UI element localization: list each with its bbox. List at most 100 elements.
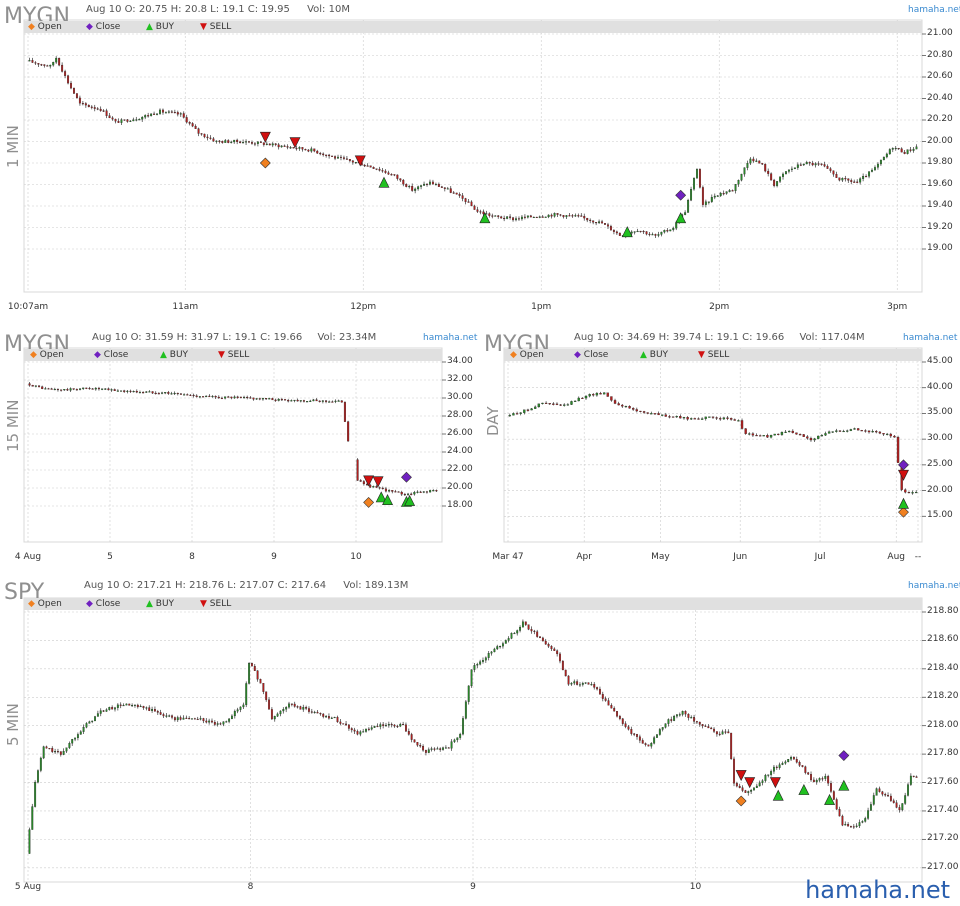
x-tick-label: 3pm [887, 302, 908, 312]
watermark-logo: hamaha.net [805, 876, 950, 904]
candle-body [322, 713, 325, 717]
candle [296, 705, 299, 709]
candle [159, 709, 162, 716]
candle [60, 389, 63, 392]
candle-body [205, 395, 208, 397]
candle [806, 435, 809, 440]
candle [456, 737, 459, 743]
triangle-down-icon: ▼ [200, 599, 207, 609]
candle-body [154, 392, 157, 395]
candle-body [370, 727, 373, 730]
candle [561, 660, 564, 671]
candle-body [206, 136, 209, 139]
candle-body [912, 148, 915, 151]
candle-body [573, 400, 577, 402]
candle [615, 230, 618, 236]
candle-body [75, 389, 78, 391]
candle [34, 61, 37, 66]
candle-body [672, 228, 675, 230]
legend-sell: ▼ SELL [218, 350, 250, 360]
candle-body [250, 663, 253, 667]
candle [328, 400, 331, 403]
candle [872, 792, 875, 806]
candle-body [577, 215, 580, 217]
triangle-down-icon: ▼ [698, 350, 705, 360]
candle-body [604, 223, 606, 225]
candle [120, 390, 123, 392]
candle-body [661, 727, 664, 730]
candle [151, 391, 154, 394]
candle [827, 430, 831, 434]
legend-bar: ◆ Open ◆ Close ▲ BUY ▼ SELL [24, 21, 922, 33]
candle [672, 226, 675, 232]
candle [903, 149, 906, 155]
candle-body [325, 400, 328, 402]
candle-body [211, 720, 213, 723]
candle [547, 214, 550, 219]
candle [639, 410, 642, 413]
y-tick-label: 19.00 [927, 243, 953, 253]
candle-body [627, 726, 630, 730]
candle-body [97, 387, 100, 390]
candle-body [675, 222, 678, 229]
candle-body [242, 704, 245, 708]
candle [61, 62, 64, 73]
candle-body [584, 395, 588, 399]
candle-body [446, 188, 449, 190]
candle [730, 732, 733, 760]
candle [915, 144, 918, 150]
candle [167, 390, 170, 395]
candle-body [731, 190, 734, 192]
legend-open: ◆ Open [30, 350, 64, 360]
candle [889, 432, 892, 438]
candle [458, 192, 461, 198]
candle [573, 679, 576, 686]
candle-body [487, 653, 490, 658]
candle-body [96, 713, 99, 717]
candle [502, 641, 504, 649]
candle [584, 395, 588, 400]
candle [408, 185, 411, 189]
candle [142, 705, 145, 710]
candle-body [855, 825, 858, 827]
candle-body [523, 409, 526, 413]
candle-body [773, 766, 775, 772]
candle-body [784, 761, 787, 764]
candle-body [413, 739, 416, 743]
candle-body [94, 387, 97, 390]
candle [253, 141, 256, 147]
candle [144, 114, 147, 120]
candle-body [373, 725, 376, 728]
candle-body [596, 687, 599, 690]
candle [328, 713, 330, 720]
candle-body [218, 140, 221, 142]
candle-body [319, 712, 322, 715]
candle-body [773, 179, 776, 186]
candle-body [322, 153, 325, 156]
candle-body [838, 430, 842, 432]
candle-body [331, 401, 334, 403]
candle [515, 216, 517, 222]
candle [512, 216, 515, 222]
candle [88, 720, 91, 724]
candle-body [632, 408, 635, 410]
candle [904, 488, 907, 494]
candle-body [598, 688, 601, 695]
candle-body [153, 113, 156, 115]
candle [790, 166, 793, 173]
candle [422, 491, 425, 494]
candle-body [28, 383, 31, 386]
candle [598, 219, 601, 225]
candle [462, 716, 464, 736]
candle [726, 416, 729, 421]
candle-body [599, 393, 602, 395]
candle-body [592, 394, 595, 396]
candle [737, 179, 740, 187]
candle [664, 723, 667, 729]
candle [337, 154, 339, 159]
candle-body [176, 392, 179, 395]
candle-body [581, 397, 584, 399]
candle-body [268, 398, 271, 400]
candle-body [900, 148, 903, 153]
candle-body [188, 718, 191, 720]
